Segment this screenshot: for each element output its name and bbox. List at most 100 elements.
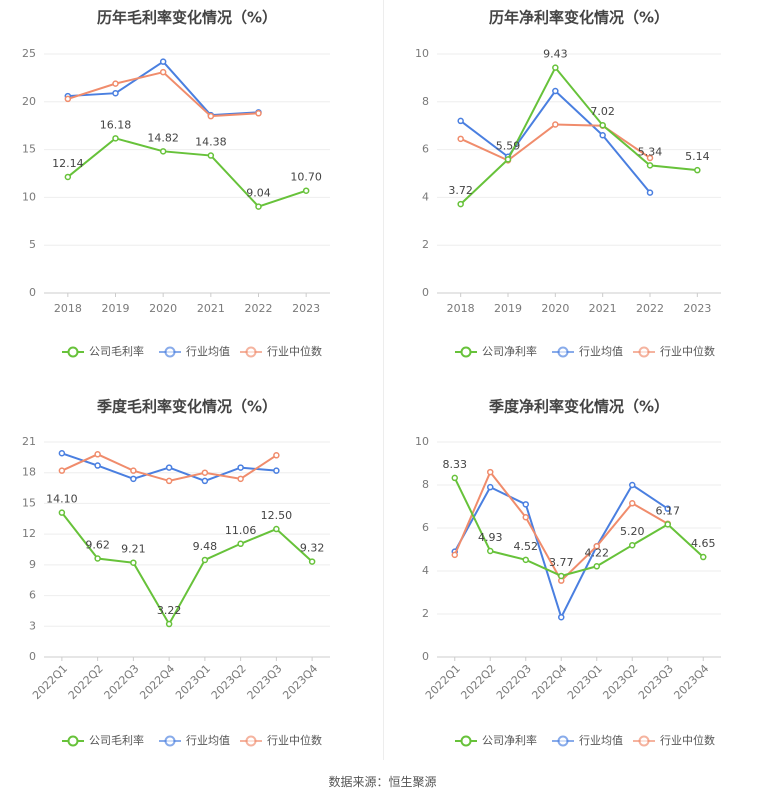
legend-label[interactable]: 行业均值 — [579, 734, 623, 747]
x-tick-label: 2023Q2 — [600, 662, 640, 702]
data-point[interactable] — [58, 467, 66, 474]
circle-line-icon[interactable] — [557, 346, 569, 358]
data-point[interactable] — [130, 467, 137, 474]
legend-label[interactable]: 公司毛利率 — [89, 344, 144, 358]
data-point[interactable] — [201, 556, 209, 564]
data-point[interactable] — [112, 89, 119, 97]
circle-line-icon[interactable] — [245, 346, 257, 358]
data-label: 3.77 — [549, 556, 574, 569]
data-point[interactable] — [629, 541, 636, 549]
circle-line-icon[interactable] — [245, 735, 257, 747]
chart-title: 季度毛利率变化情况（%） — [97, 398, 277, 416]
legend-label[interactable]: 公司净利率 — [482, 344, 537, 358]
data-point[interactable] — [451, 551, 458, 559]
data-point[interactable] — [165, 620, 173, 628]
data-point[interactable] — [694, 166, 701, 174]
data-point[interactable] — [201, 469, 209, 476]
circle-line-icon[interactable] — [460, 735, 472, 747]
data-point[interactable] — [457, 200, 464, 208]
data-point[interactable] — [237, 464, 244, 471]
data-point[interactable] — [646, 189, 654, 196]
data-label: 5.20 — [620, 525, 645, 538]
data-point[interactable] — [255, 110, 262, 117]
data-point[interactable] — [273, 452, 280, 459]
data-label: 11.06 — [225, 524, 257, 537]
data-point[interactable] — [522, 501, 529, 508]
legend-label[interactable]: 行业中位数 — [660, 344, 715, 358]
data-point[interactable] — [112, 80, 119, 87]
data-point[interactable] — [237, 475, 244, 483]
data-point[interactable] — [165, 464, 173, 471]
circle-line-icon[interactable] — [638, 346, 650, 358]
data-point[interactable] — [552, 121, 559, 128]
data-point[interactable] — [664, 521, 671, 528]
data-point[interactable] — [165, 477, 173, 485]
legend-label[interactable]: 行业中位数 — [267, 733, 322, 747]
data-point[interactable] — [302, 187, 310, 194]
data-point[interactable] — [700, 553, 707, 561]
data-point[interactable] — [552, 64, 559, 71]
data-point[interactable] — [94, 451, 101, 458]
data-point[interactable] — [64, 95, 72, 103]
y-tick-label: 25 — [22, 47, 36, 60]
circle-line-icon[interactable] — [460, 346, 472, 358]
data-point[interactable] — [487, 468, 494, 476]
data-label: 10.70 — [290, 171, 322, 184]
data-point[interactable] — [487, 547, 494, 555]
data-point[interactable] — [159, 68, 167, 76]
data-point[interactable] — [207, 152, 215, 159]
data-point[interactable] — [522, 514, 529, 521]
data-point[interactable] — [558, 572, 565, 580]
data-point[interactable] — [207, 112, 215, 120]
data-point[interactable] — [58, 450, 66, 457]
circle-line-icon[interactable] — [164, 346, 176, 358]
data-point[interactable] — [273, 467, 280, 474]
data-point[interactable] — [599, 132, 606, 139]
legend-label[interactable]: 公司净利率 — [482, 733, 537, 747]
data-point[interactable] — [593, 543, 600, 550]
data-point[interactable] — [522, 556, 529, 564]
circle-line-icon[interactable] — [67, 735, 79, 747]
data-point[interactable] — [664, 505, 671, 512]
data-point[interactable] — [201, 477, 209, 485]
legend-label[interactable]: 行业中位数 — [660, 733, 715, 747]
x-tick-label: 2023Q1 — [565, 662, 605, 702]
data-point[interactable] — [646, 162, 654, 169]
data-point[interactable] — [629, 481, 636, 489]
data-point[interactable] — [130, 559, 137, 566]
circle-line-icon[interactable] — [557, 735, 569, 747]
x-tick-label: 2020 — [541, 302, 569, 315]
legend-label[interactable]: 行业均值 — [579, 345, 623, 358]
legend-label[interactable]: 行业中位数 — [267, 344, 322, 358]
legend-label[interactable]: 行业均值 — [186, 345, 230, 358]
data-point[interactable] — [273, 525, 280, 533]
data-point[interactable] — [593, 563, 600, 570]
data-point[interactable] — [451, 474, 458, 482]
data-point[interactable] — [629, 500, 636, 507]
data-point[interactable] — [94, 555, 101, 562]
circle-line-icon[interactable] — [638, 735, 650, 747]
data-point[interactable] — [112, 135, 119, 142]
circle-line-icon[interactable] — [164, 735, 176, 747]
legend-label[interactable]: 公司毛利率 — [89, 733, 144, 747]
data-point[interactable] — [599, 121, 606, 129]
circle-line-icon[interactable] — [67, 346, 79, 358]
data-point[interactable] — [457, 117, 464, 125]
data-point[interactable] — [58, 509, 66, 516]
data-point[interactable] — [94, 462, 101, 469]
data-point[interactable] — [159, 58, 167, 65]
data-point[interactable] — [64, 173, 72, 181]
data-point[interactable] — [159, 148, 167, 155]
data-point[interactable] — [558, 613, 565, 621]
data-point[interactable] — [457, 135, 464, 143]
data-point[interactable] — [487, 483, 494, 491]
data-point[interactable] — [308, 558, 316, 565]
legend-label[interactable]: 行业均值 — [186, 734, 230, 747]
data-point[interactable] — [237, 540, 244, 548]
data-point[interactable] — [646, 154, 654, 162]
data-point[interactable] — [552, 87, 559, 95]
data-label: 16.18 — [100, 118, 132, 131]
data-point[interactable] — [504, 156, 512, 163]
data-point[interactable] — [130, 475, 137, 483]
data-point[interactable] — [255, 203, 262, 210]
